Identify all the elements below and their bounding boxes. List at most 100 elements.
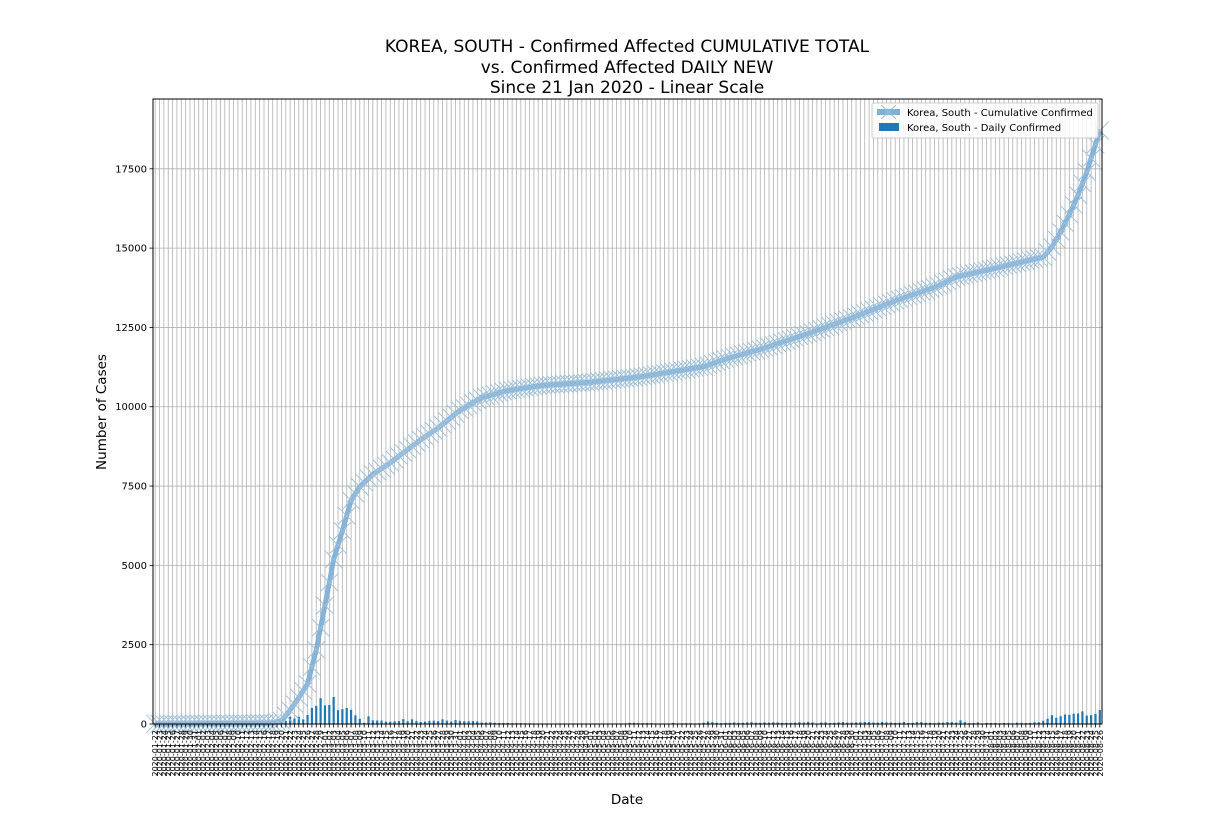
cumulative-marker — [1055, 213, 1075, 233]
cumulative-marker — [441, 408, 461, 427]
daily-bar — [402, 719, 405, 724]
x-tick-label: 2020-07-26 — [961, 730, 970, 777]
x-tick-label: 2020-07-23 — [948, 730, 957, 777]
cumulative-marker — [1060, 205, 1079, 224]
x-tick-label: 2020-05-31 — [717, 730, 726, 777]
cumulative-marker — [629, 367, 648, 387]
cumulative-marker — [663, 362, 683, 381]
x-tick-label: 2020-07-08 — [883, 730, 892, 777]
x-tick-label: 2020-05-10 — [626, 730, 635, 777]
daily-bar — [820, 722, 823, 724]
x-tick-label: 2020-06-24 — [822, 730, 831, 777]
cumulative-marker — [520, 377, 539, 397]
cumulative-marker — [485, 384, 505, 404]
daily-bar — [1029, 722, 1032, 724]
daily-bar — [284, 720, 287, 724]
daily-bar — [833, 722, 836, 724]
cumulative-marker — [346, 484, 365, 504]
cumulative-marker — [1064, 195, 1084, 215]
daily-bar — [441, 719, 444, 724]
x-tick-label: 2020-04-12 — [504, 730, 513, 777]
cumulative-marker — [324, 550, 343, 569]
daily-bar — [1007, 722, 1010, 724]
daily-bar — [450, 721, 453, 724]
daily-bar — [837, 722, 840, 724]
x-tick-label: 2020-02-18 — [269, 730, 278, 777]
x-tick-label: 2020-04-18 — [530, 730, 539, 777]
daily-bar — [1076, 713, 1080, 724]
daily-bar — [1059, 716, 1062, 724]
cumulative-marker — [946, 267, 966, 287]
x-tick-label: 2020-07-31 — [983, 730, 992, 777]
x-tick-label: 2020-03-27 — [434, 730, 443, 777]
cumulative-marker — [685, 358, 705, 378]
daily-bar — [480, 722, 483, 724]
cumulative-marker — [977, 260, 996, 280]
cumulative-marker — [494, 382, 513, 402]
x-tick-label: 2020-08-07 — [1013, 730, 1022, 777]
daily-bar — [1002, 722, 1006, 724]
cumulative-marker — [245, 713, 265, 733]
daily-bar — [1037, 722, 1040, 724]
x-tick-label: 2020-02-03 — [203, 730, 212, 777]
daily-bar — [319, 698, 322, 724]
x-tick-label: 2020-04-29 — [578, 730, 587, 777]
cumulative-marker — [633, 367, 653, 386]
daily-bar — [754, 722, 758, 724]
x-tick-label: 2020-07-29 — [974, 730, 983, 777]
cumulative-marker — [211, 714, 230, 733]
daily-bar — [406, 721, 409, 724]
cumulative-marker — [733, 344, 753, 364]
daily-bar — [376, 720, 379, 724]
x-tick-label: 2020-06-04 — [735, 730, 744, 777]
cumulative-marker — [250, 713, 269, 733]
x-tick-label: 2020-08-02 — [991, 730, 1000, 777]
cumulative-marker — [402, 436, 422, 456]
y-tick-label: 12500 — [115, 323, 147, 334]
daily-bar — [410, 719, 414, 724]
x-tick-label: 2020-07-27 — [965, 730, 974, 777]
x-tick-label: 2020-06-25 — [826, 730, 835, 777]
x-tick-label: 2020-06-21 — [809, 730, 818, 777]
daily-bar — [1063, 714, 1067, 724]
cumulative-marker — [380, 453, 400, 473]
x-tick-label: 2020-04-26 — [565, 730, 574, 777]
daily-bar — [349, 709, 353, 724]
x-tick-label: 2020-05-29 — [708, 730, 717, 777]
daily-bar — [1098, 710, 1101, 724]
daily-bar — [293, 718, 296, 724]
x-tick-label: 2020-06-14 — [778, 730, 787, 777]
chart-title-line-1: KOREA, SOUTH - Confirmed Affected CUMULA… — [385, 37, 870, 57]
daily-bar — [924, 722, 927, 724]
daily-bar — [467, 721, 470, 724]
cumulative-marker — [328, 535, 348, 555]
daily-bar — [802, 722, 805, 724]
x-tick-label: 2020-04-30 — [582, 730, 591, 777]
x-tick-label: 2020-05-25 — [691, 730, 700, 777]
daily-bar — [902, 722, 906, 724]
y-tick-label: 17500 — [115, 164, 147, 175]
daily-bar — [419, 721, 422, 724]
cumulative-marker — [637, 366, 657, 385]
daily-bar — [850, 722, 853, 724]
daily-bar — [397, 721, 401, 724]
x-tick-label: 2020-02-16 — [260, 730, 269, 777]
x-tick-label: 2020-03-26 — [430, 730, 439, 777]
x-tick-label: 2020-02-25 — [299, 730, 308, 777]
x-tick-label: 2020-05-28 — [704, 730, 713, 777]
x-tick-label: 2020-03-29 — [443, 730, 452, 777]
cumulative-marker — [1012, 252, 1031, 272]
cumulative-marker — [459, 395, 478, 415]
daily-bar — [1090, 715, 1093, 724]
daily-bar — [1068, 714, 1071, 724]
chart-title-line-2: vs. Confirmed Affected DAILY NEW — [481, 58, 774, 78]
x-tick-label: 2020-02-10 — [234, 730, 243, 777]
cumulative-marker — [511, 379, 531, 398]
daily-bar — [371, 720, 374, 724]
x-tick-label: 2020-08-18 — [1061, 730, 1070, 777]
x-tick-label: 2020-05-05 — [604, 730, 613, 777]
cumulative-marker — [1051, 222, 1070, 242]
cumulative-marker — [502, 380, 522, 400]
daily-bar — [772, 722, 775, 724]
x-tick-label: 2020-04-05 — [473, 730, 482, 777]
